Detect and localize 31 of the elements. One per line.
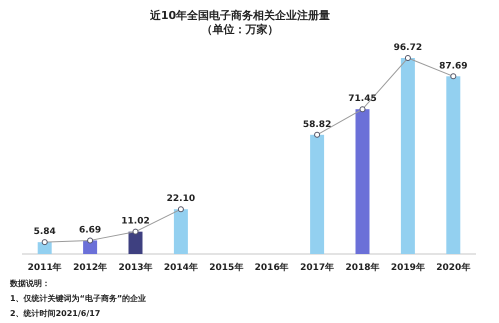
- x-tick-label: 2018年: [345, 262, 380, 273]
- data-label: 71.45: [348, 94, 377, 104]
- bar: [400, 58, 415, 254]
- x-tick-label: 2013年: [118, 262, 153, 273]
- data-label: 11.02: [121, 216, 150, 227]
- x-tick-label: 2012年: [73, 262, 108, 273]
- bar: [38, 242, 52, 254]
- chart-title: 近10年全国电子商务相关企业注册量: [148, 9, 330, 22]
- data-label: 6.69: [78, 225, 102, 236]
- bar: [446, 76, 460, 254]
- bar: [128, 232, 142, 254]
- x-tick-label: 2015年: [209, 262, 244, 273]
- x-tick-label: 2019年: [390, 262, 425, 273]
- x-tick-label: 2016年: [254, 262, 289, 273]
- text: 1、仅统计关键词为“电子商务”的企业: [10, 293, 146, 303]
- data-label: 22.10: [166, 194, 196, 204]
- x-tick-label: 2014年: [164, 262, 198, 273]
- data-label: 96.72: [394, 43, 422, 53]
- bar: [356, 109, 370, 254]
- x-tick-label: 2017年: [300, 262, 334, 273]
- x-tick-label: 2011年: [28, 262, 62, 273]
- bar: [310, 134, 324, 254]
- bar: [83, 240, 98, 254]
- data-label: 5.84: [34, 227, 56, 238]
- data-label: 58.82: [302, 120, 332, 130]
- text: 2、统计时间2021/6/17: [10, 309, 100, 318]
- chart-subtitle: （单位：万家）: [202, 23, 278, 36]
- x-tick-label: 2020年: [436, 262, 470, 273]
- data-label: 87.69: [439, 61, 468, 72]
- bar: [174, 209, 188, 254]
- text: 数据说明：: [9, 279, 50, 288]
